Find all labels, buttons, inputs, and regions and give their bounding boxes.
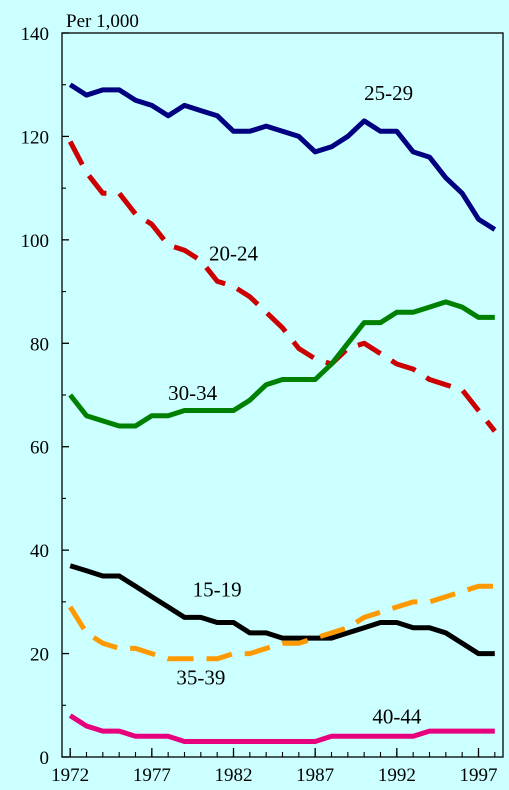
- x-tick-label: 1987: [296, 765, 334, 786]
- series-labels: 25-29 20-24 30-34 15-19 35-39 40-44: [168, 81, 422, 728]
- series-line-20-24: [67, 140, 497, 433]
- x-tick-label: 1972: [51, 765, 89, 786]
- y-tick-label: 140: [21, 24, 50, 45]
- y-unit-label: Per 1,000: [66, 11, 139, 32]
- y-tick-label: 100: [21, 231, 50, 252]
- series-lines: [67, 82, 497, 744]
- y-tick-label: 120: [21, 127, 50, 148]
- series-line-15-19: [69, 563, 495, 657]
- series-line-30-34: [68, 299, 495, 429]
- y-tick-label: 20: [30, 645, 49, 666]
- series-line-35-39: [68, 583, 495, 662]
- series-label-25-29: 25-29: [364, 81, 413, 105]
- series-label-30-34: 30-34: [168, 381, 217, 405]
- x-tick-label: 1982: [215, 765, 253, 786]
- y-tick-label: 40: [30, 541, 49, 562]
- x-tick-label: 1977: [133, 765, 171, 786]
- series-line-25-29: [68, 82, 497, 232]
- y-tick-label: 60: [30, 438, 49, 459]
- y-tick-label: 80: [30, 334, 49, 355]
- x-axis: 1972 1977 1982 1987 1992 1997: [51, 748, 498, 786]
- x-tick-label: 1997: [460, 765, 498, 786]
- y-axis: 0 20 40 60 80 100 120 140: [21, 24, 69, 769]
- series-label-15-19: 15-19: [193, 578, 242, 602]
- y-tick-label: 0: [40, 748, 50, 769]
- series-label-20-24: 20-24: [209, 242, 258, 266]
- series-label-35-39: 35-39: [176, 666, 225, 690]
- series-line-40-44: [68, 713, 495, 744]
- series-label-40-44: 40-44: [372, 704, 421, 728]
- x-tick-label: 1992: [378, 765, 416, 786]
